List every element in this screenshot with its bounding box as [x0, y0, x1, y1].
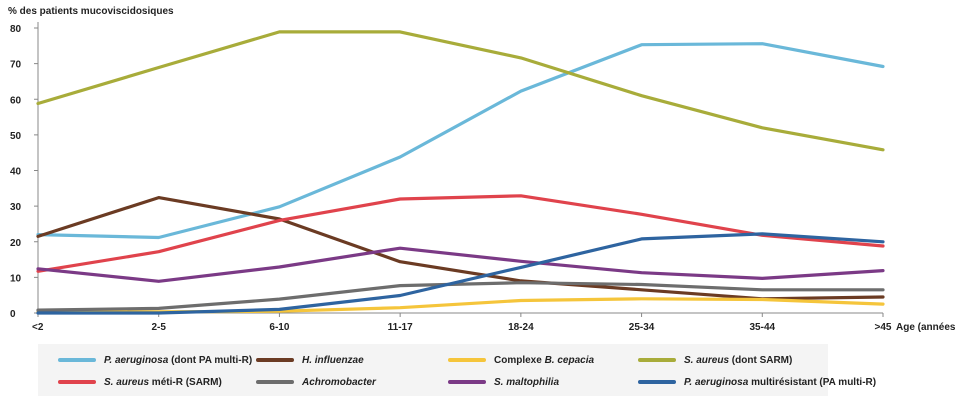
y-tick-label: 60 — [10, 95, 22, 106]
series-line-3 — [36, 297, 885, 314]
legend-label: Complexe B. cepacia — [494, 354, 595, 366]
series-line-2 — [36, 196, 885, 301]
legend-item: H. influenzae — [256, 351, 364, 369]
legend-item: Complexe B. cepacia — [448, 351, 594, 369]
x-tick-label: 2-5 — [151, 322, 166, 333]
legend-label: P. aeruginosa (dont PA multi-R) — [104, 354, 253, 366]
legend-swatch — [58, 380, 96, 384]
legend-item: Achromobacter — [256, 373, 376, 391]
legend-label: H. influenzae — [302, 354, 364, 366]
x-tick-label: <2 — [32, 322, 44, 333]
legend-swatch — [256, 380, 294, 384]
chart-axes: % des patients mucoviscidosiques 0 10 20 30 4… — [8, 6, 955, 333]
legend-swatch — [256, 358, 294, 362]
line-chart: % des patients mucoviscidosiques 0 10 20 30 4… — [8, 6, 955, 333]
y-axis-label: % des patients mucoviscidosiques — [8, 6, 174, 17]
y-tick-label: 10 — [10, 273, 22, 284]
y-tick-label: 30 — [10, 202, 22, 213]
legend-label: S. maltophilia — [494, 376, 560, 388]
legend-label: S. aureus (dont SARM) — [684, 354, 793, 366]
legend-label: Achromobacter — [302, 376, 376, 388]
legend-item: S. aureus (dont SARM) — [638, 351, 792, 369]
series-line-1 — [36, 42, 885, 240]
x-axis-label: Age (années) — [896, 322, 955, 333]
series-line-8 — [36, 232, 885, 315]
y-tick-label: 40 — [10, 167, 22, 178]
legend-item: P. aeruginosa (dont PA multi-R) — [58, 351, 252, 369]
legend-label: S. aureus méti-R (SARM) — [104, 376, 222, 388]
y-tick-label: 80 — [10, 24, 22, 35]
y-tick-label: 0 — [10, 309, 16, 320]
legend-item: P. aeruginosa multirésistant (PA multi-R… — [638, 373, 876, 391]
legend-swatch — [58, 358, 96, 362]
legend-swatch — [448, 358, 486, 362]
legend-item: S. aureus méti-R (SARM) — [58, 373, 222, 391]
series-line-5 — [36, 194, 885, 273]
series-line-4 — [36, 30, 885, 152]
x-tick-label: 18-24 — [508, 322, 534, 333]
y-tick-label: 20 — [10, 238, 22, 249]
x-tick-label: 35-44 — [749, 322, 775, 333]
series-line-7 — [36, 246, 885, 283]
legend-label: P. aeruginosa multirésistant (PA multi-R… — [684, 376, 877, 388]
legend-swatch — [638, 358, 676, 362]
y-tick-label: 50 — [10, 131, 22, 142]
x-tick-label: >45 — [875, 322, 892, 333]
y-tick-label: 70 — [10, 60, 22, 71]
x-tick-label: 25-34 — [629, 322, 655, 333]
legend-swatch — [448, 380, 486, 384]
legend-item: S. maltophilia — [448, 373, 559, 391]
chart-legend: P. aeruginosa (dont PA multi-R) H. influe… — [38, 344, 876, 396]
x-tick-label: 11-17 — [388, 322, 413, 333]
series-line-6 — [36, 281, 885, 312]
x-tick-label: 6-10 — [269, 322, 289, 333]
chart-series-lines — [36, 30, 885, 315]
legend-swatch — [638, 380, 676, 384]
